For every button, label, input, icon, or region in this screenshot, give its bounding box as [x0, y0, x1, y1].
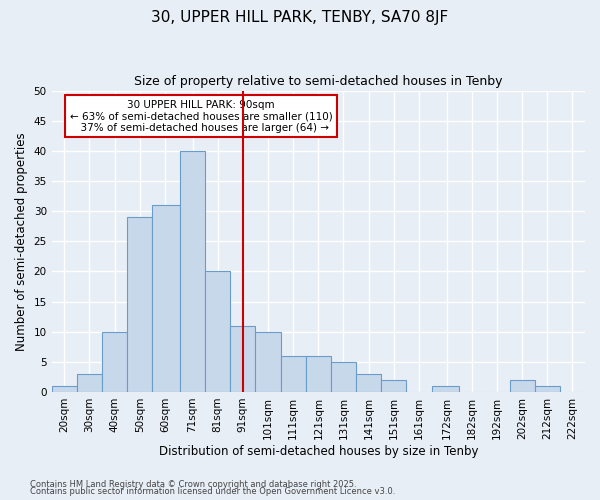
Bar	[256, 332, 281, 392]
Bar	[535, 386, 560, 392]
Bar	[230, 326, 256, 392]
Title: Size of property relative to semi-detached houses in Tenby: Size of property relative to semi-detach…	[134, 75, 503, 88]
Bar	[431, 386, 459, 392]
Bar	[205, 272, 230, 392]
Y-axis label: Number of semi-detached properties: Number of semi-detached properties	[15, 132, 28, 350]
Bar	[127, 217, 152, 392]
Text: Contains public sector information licensed under the Open Government Licence v3: Contains public sector information licen…	[30, 488, 395, 496]
Bar	[356, 374, 381, 392]
Text: Contains HM Land Registry data © Crown copyright and database right 2025.: Contains HM Land Registry data © Crown c…	[30, 480, 356, 489]
Bar	[102, 332, 127, 392]
Text: 30 UPPER HILL PARK: 90sqm
← 63% of semi-detached houses are smaller (110)
  37% : 30 UPPER HILL PARK: 90sqm ← 63% of semi-…	[70, 100, 332, 133]
Text: 30, UPPER HILL PARK, TENBY, SA70 8JF: 30, UPPER HILL PARK, TENBY, SA70 8JF	[151, 10, 449, 25]
Bar	[52, 386, 77, 392]
Bar	[381, 380, 406, 392]
Bar	[306, 356, 331, 392]
Bar	[281, 356, 306, 392]
Bar	[77, 374, 102, 392]
Bar	[331, 362, 356, 392]
Bar	[152, 205, 180, 392]
Bar	[509, 380, 535, 392]
Bar	[180, 151, 205, 392]
X-axis label: Distribution of semi-detached houses by size in Tenby: Distribution of semi-detached houses by …	[158, 444, 478, 458]
